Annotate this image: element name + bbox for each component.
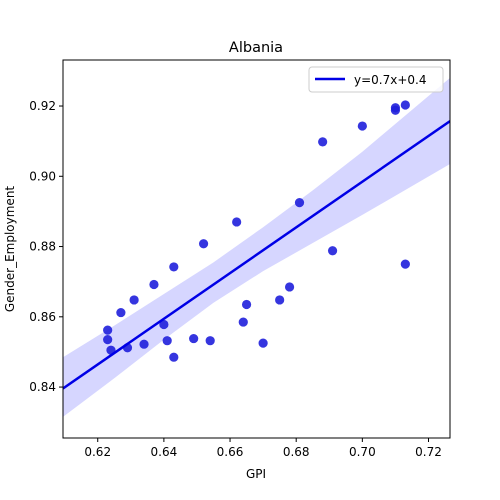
data-point-4 [116,307,126,318]
data-point-21 [284,282,295,292]
data-point-16 [232,217,242,227]
x-axis-label: GPI [246,467,266,481]
x-axis-ticks: 0.62 0.64 0.66 0.68 0.70 0.72 [84,438,442,459]
data-point-18 [241,299,252,310]
x-tick-label: 0.68 [283,445,310,459]
data-point-10 [162,336,172,346]
data-point-22 [294,198,305,208]
confidence-band [63,77,450,417]
data-point-12 [169,352,179,362]
x-tick-label: 0.62 [84,445,111,459]
data-point-8 [149,279,159,290]
y-tick-label: 0.88 [29,240,56,254]
x-tick-label: 0.70 [349,445,376,459]
y-tick-label: 0.92 [29,99,56,113]
data-point-7 [139,339,149,349]
data-point-23 [318,137,328,147]
data-point-28 [400,100,410,110]
legend: y=0.7x+0.4 [308,66,444,93]
y-tick-label: 0.84 [29,380,56,394]
x-tick-label: 0.64 [151,445,178,459]
data-point-11 [169,262,179,272]
plot-area [63,77,450,417]
data-point-2 [103,335,113,345]
axes-frame [62,59,451,439]
legend-box [308,66,444,93]
data-point-24 [327,246,338,256]
data-point-20 [275,295,285,305]
regression-line [63,120,450,390]
data-point-19 [258,338,268,348]
y-axis-ticks: 0.84 0.86 0.88 0.90 0.92 [29,99,63,394]
data-point-15 [205,336,215,346]
data-point-9 [159,319,169,330]
data-point-14 [198,239,209,249]
data-point-25 [357,121,367,131]
data-point-6 [129,295,139,305]
legend-label: y=0.7x+0.4 [354,73,426,87]
x-tick-label: 0.72 [415,445,442,459]
data-point-29 [400,259,410,269]
y-axis-label: Gender_Employment [3,186,17,313]
data-point-13 [189,333,199,344]
data-point-27 [390,105,401,115]
chart-title: Albania [229,40,283,56]
data-point-17 [238,317,248,327]
y-tick-label: 0.90 [29,169,56,183]
y-tick-label: 0.86 [29,310,56,324]
data-point-1 [103,325,113,335]
x-tick-label: 0.66 [217,445,244,459]
